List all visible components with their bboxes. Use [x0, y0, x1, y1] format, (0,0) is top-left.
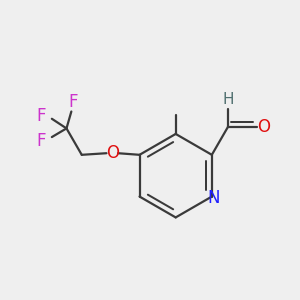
Text: H: H: [222, 92, 234, 106]
Text: F: F: [37, 132, 46, 150]
Text: F: F: [68, 93, 78, 111]
Text: O: O: [106, 144, 119, 162]
Text: N: N: [207, 188, 220, 206]
Text: O: O: [257, 118, 270, 136]
Text: F: F: [37, 107, 46, 125]
